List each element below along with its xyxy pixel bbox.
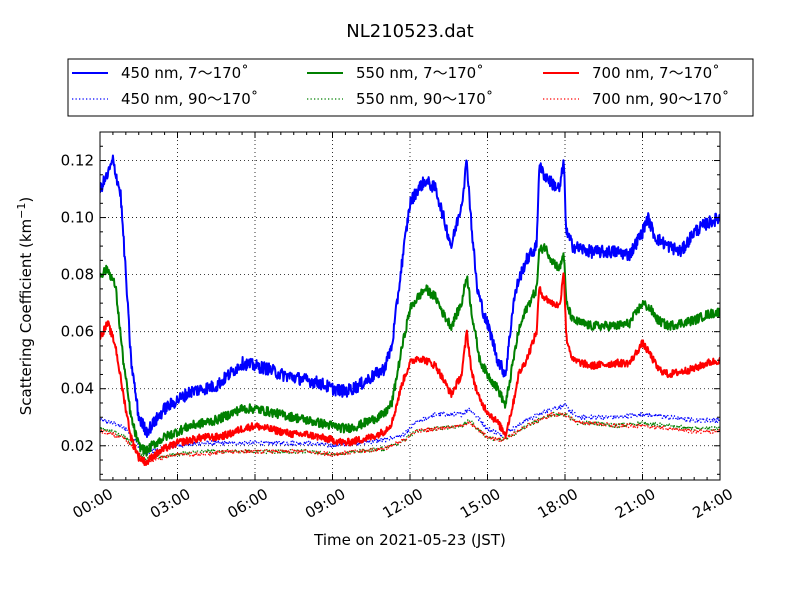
series-line-5 xyxy=(100,411,720,466)
y-axis-label-main: Scattering Coefficient (km xyxy=(17,219,35,415)
series-line-0 xyxy=(100,154,720,439)
grid-lines xyxy=(100,132,720,480)
legend-label-2: 550 nm, 7～170˚ xyxy=(356,64,484,82)
series-line-3 xyxy=(100,411,720,463)
x-tick-label: 09:00 xyxy=(302,485,348,522)
legend-label-4: 700 nm, 7～170˚ xyxy=(592,64,720,82)
x-tick-label: 15:00 xyxy=(457,485,503,522)
x-tick-label: 21:00 xyxy=(612,485,658,522)
x-axis-label: Time on 2021-05-23 (JST) xyxy=(313,531,506,549)
y-axis-label-exponent: −1 xyxy=(15,203,28,219)
series-line-2 xyxy=(100,243,720,457)
y-tick-label: 0.10 xyxy=(61,209,94,227)
x-tick-label: 03:00 xyxy=(147,485,193,522)
chart-title: NL210523.dat xyxy=(346,21,473,42)
x-tick-label: 06:00 xyxy=(225,485,271,522)
x-tick-label: 12:00 xyxy=(380,485,426,522)
series-line-4 xyxy=(100,272,720,466)
legend-label-5: 700 nm, 90～170˚ xyxy=(592,90,729,108)
y-axis-label: Scattering Coefficient (km−1) xyxy=(15,197,35,416)
y-tick-label: 0.08 xyxy=(61,266,94,284)
x-tick-label: 00:00 xyxy=(70,485,116,522)
legend-frame xyxy=(67,58,754,117)
y-tick-label: 0.02 xyxy=(61,437,94,455)
series-layer xyxy=(100,154,720,466)
x-tick-label: 18:00 xyxy=(535,485,581,522)
legend-label-1: 450 nm, 90～170˚ xyxy=(121,90,258,108)
y-tick-label: 0.04 xyxy=(61,380,94,398)
legend: 450 nm, 7～170˚ 450 nm, 90～170˚ 550 nm, 7～1… xyxy=(67,58,754,117)
legend-label-0: 450 nm, 7～170˚ xyxy=(121,64,249,82)
x-tick-label: 24:00 xyxy=(690,485,736,522)
y-tick-label: 0.12 xyxy=(61,152,94,170)
legend-label-3: 550 nm, 90～170˚ xyxy=(356,90,493,108)
y-axis-label-close: ) xyxy=(17,197,35,203)
y-tick-label: 0.06 xyxy=(61,323,94,341)
